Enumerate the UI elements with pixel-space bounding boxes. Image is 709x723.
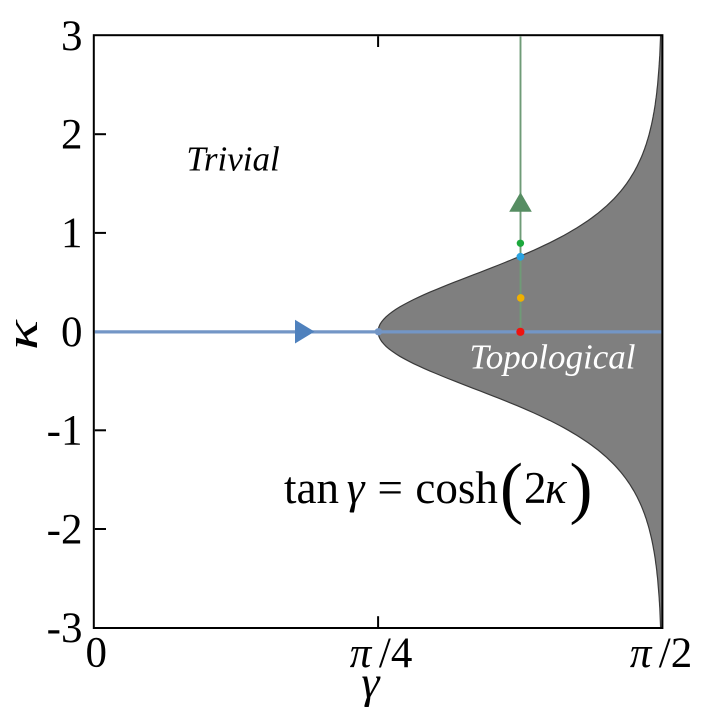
- svg-text:/2: /2: [659, 630, 692, 677]
- svg-text:-3: -3: [47, 605, 83, 652]
- svg-text:2: 2: [61, 112, 83, 159]
- svg-text:-2: -2: [47, 506, 83, 553]
- svg-text:π: π: [350, 630, 373, 677]
- svg-text:tan: tan: [284, 463, 339, 513]
- svg-text:): ): [570, 450, 593, 526]
- svg-text:κ: κ: [545, 463, 568, 513]
- svg-text:π: π: [630, 630, 653, 677]
- svg-text:Trivial: Trivial: [186, 140, 279, 179]
- svg-text:(: (: [500, 450, 523, 526]
- svg-text:0: 0: [61, 309, 83, 356]
- svg-text:-1: -1: [47, 408, 83, 455]
- svg-text:cosh: cosh: [415, 463, 498, 513]
- svg-text:γ: γ: [347, 463, 366, 513]
- svg-text:=: =: [378, 463, 403, 513]
- svg-text:/4: /4: [379, 630, 412, 677]
- svg-text:1: 1: [61, 210, 83, 257]
- svg-text:2: 2: [524, 463, 547, 513]
- svg-text:3: 3: [61, 13, 83, 60]
- svg-text:0: 0: [86, 630, 108, 677]
- svg-text:κ: κ: [0, 319, 47, 350]
- svg-text:Topological: Topological: [470, 337, 636, 376]
- svg-text:γ: γ: [361, 657, 381, 708]
